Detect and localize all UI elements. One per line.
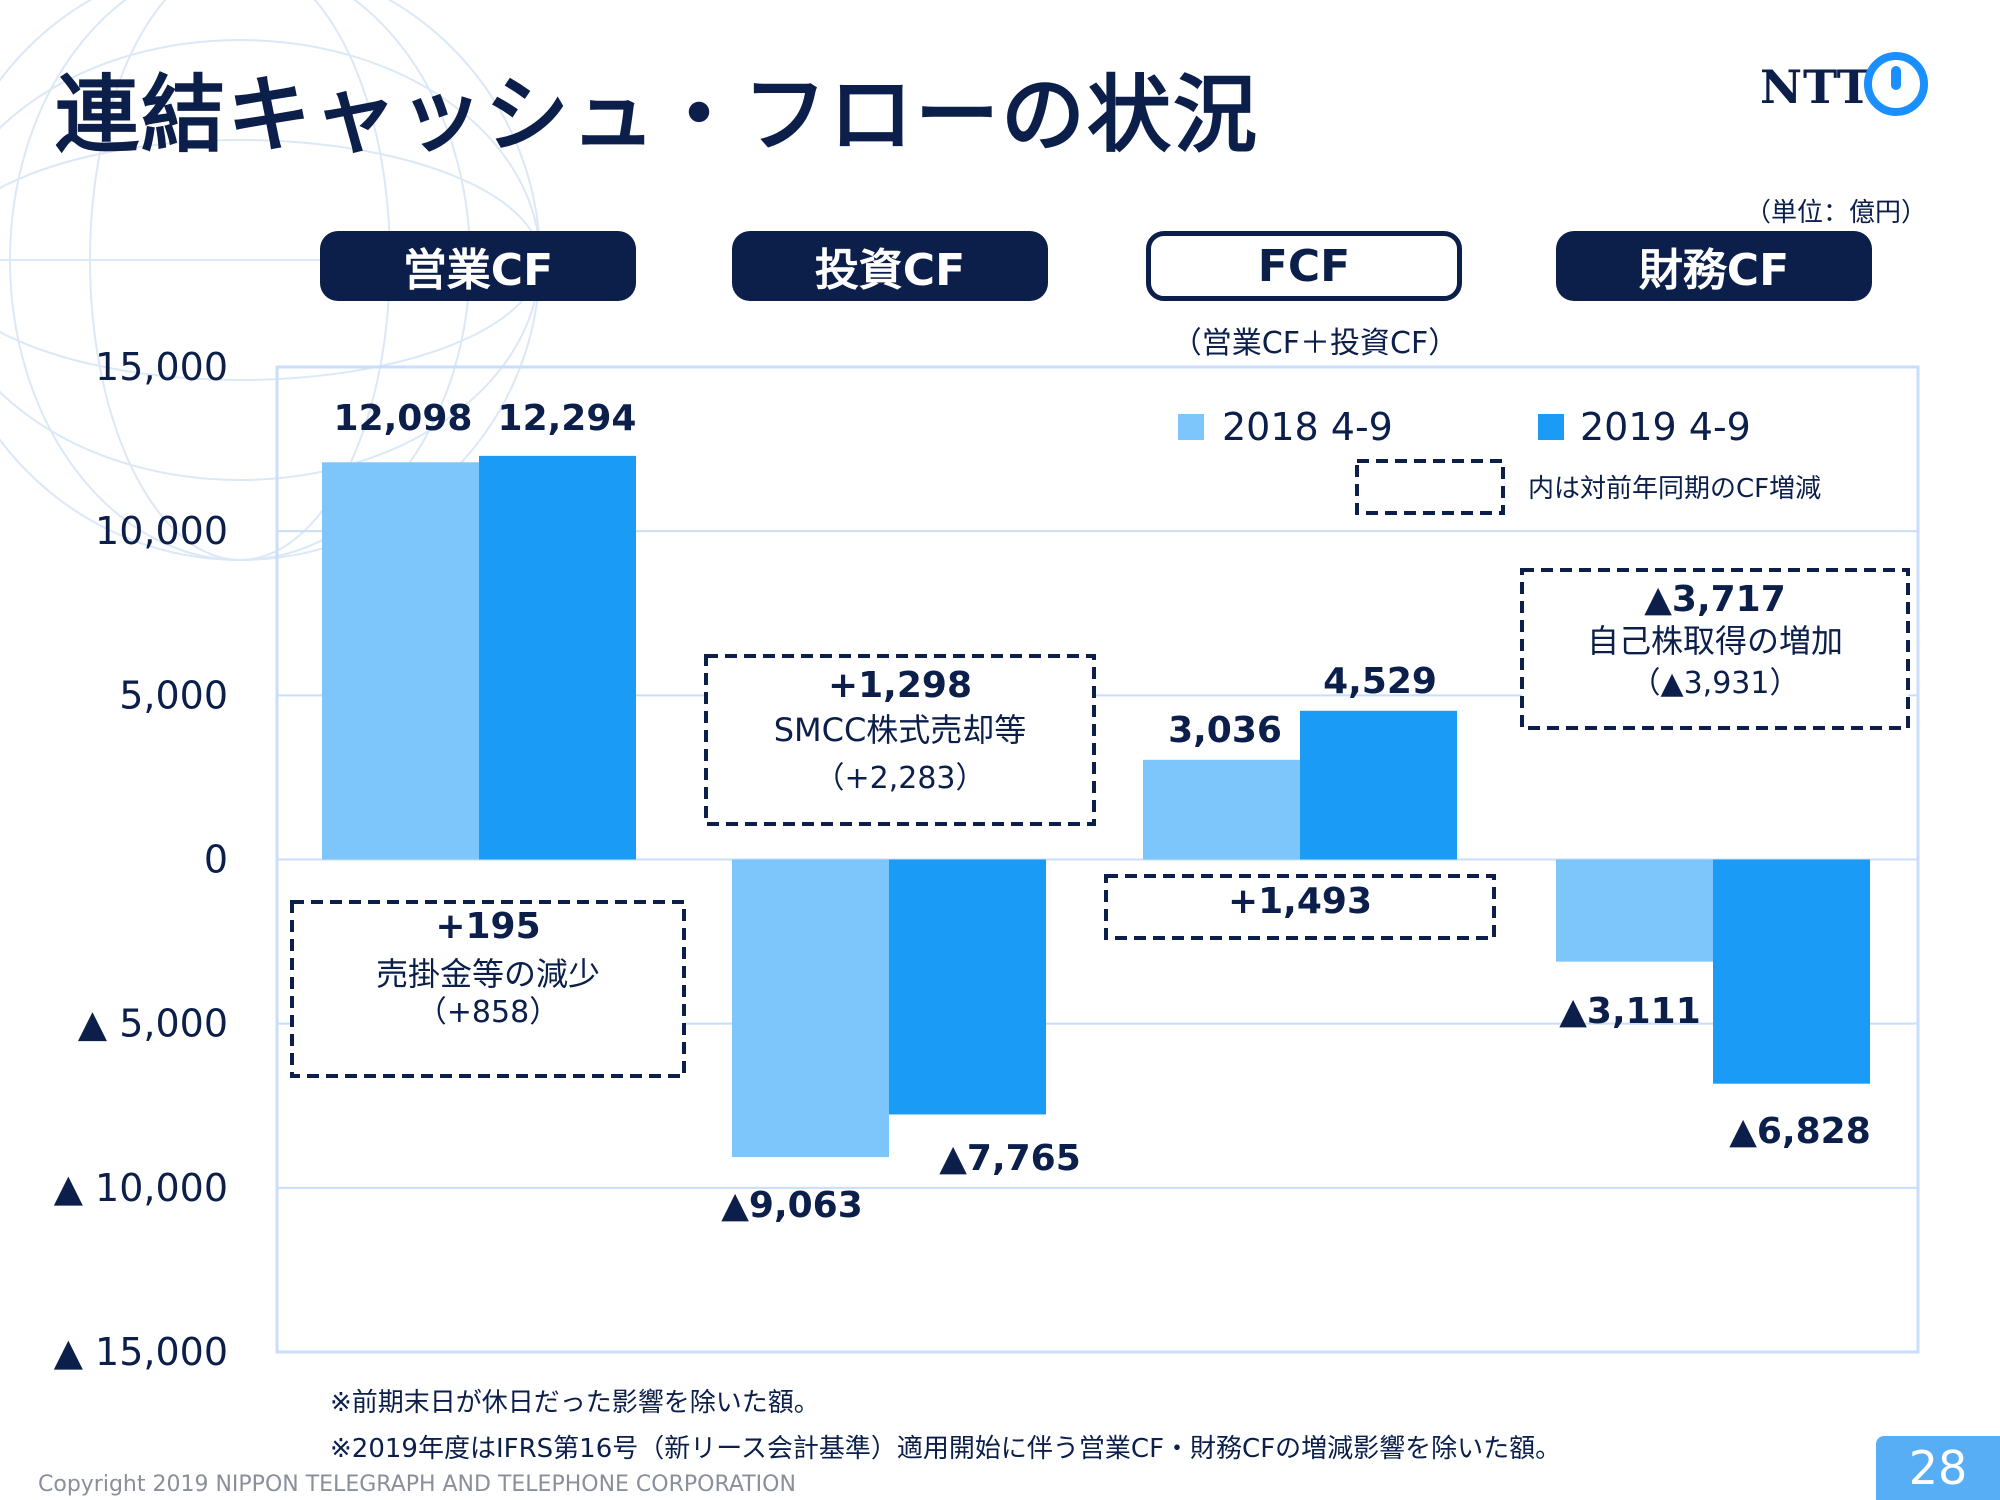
bar xyxy=(1713,859,1870,1084)
data-label: 12,098 xyxy=(334,398,473,439)
y-tick-label: 10,000 xyxy=(95,509,228,553)
callout-text: （+858） xyxy=(417,995,559,1030)
callout-text: 自己株取得の増加 xyxy=(1587,622,1843,660)
data-label: ▲3,111 xyxy=(1559,991,1701,1032)
data-label: ▲6,828 xyxy=(1729,1111,1871,1152)
copyright: Copyright 2019 NIPPON TELEGRAPH AND TELE… xyxy=(38,1472,796,1497)
bar xyxy=(732,859,889,1158)
data-label: 12,294 xyxy=(498,398,637,439)
footnote-2: ※2019年度はIFRS第16号（新リース会計基準）適用開始に伴う営業CF・財務… xyxy=(330,1434,1562,1464)
footnote-1: ※前期末日が休日だった影響を除いた額。 xyxy=(330,1388,820,1418)
legend-label-2019: 2019 4-9 xyxy=(1580,405,1751,449)
callout-text: +1,493 xyxy=(1228,881,1372,922)
legend-dashed-box xyxy=(1355,459,1505,515)
fcf-subtitle: （営業CF＋投資CF） xyxy=(1171,326,1459,361)
bar xyxy=(322,462,479,860)
unit-label: （単位：億円） xyxy=(1745,198,1928,228)
category-pill-investing: 投資CF xyxy=(732,231,1048,301)
y-tick-label: ▲ 15,000 xyxy=(54,1330,228,1374)
data-label: 4,529 xyxy=(1323,661,1437,702)
y-tick-label: ▲ 5,000 xyxy=(78,1002,228,1046)
logo-text: NTT xyxy=(1760,60,1872,114)
bar xyxy=(1143,759,1300,860)
y-tick-label: 5,000 xyxy=(119,673,228,717)
y-tick-label: ▲ 10,000 xyxy=(54,1166,228,1210)
category-pill-operating: 営業CF xyxy=(320,231,636,301)
data-label: 3,036 xyxy=(1168,710,1282,751)
legend-swatch-2018 xyxy=(1178,414,1204,440)
callout-text: （+2,283） xyxy=(814,761,985,796)
callout-box xyxy=(704,654,1096,826)
ntt-logo-mark-icon xyxy=(1864,52,1928,116)
bar xyxy=(1300,710,1457,860)
callout-text: +1,298 xyxy=(828,665,972,706)
cash-flow-bar-chart: 15,000 10,000 5,000 0 ▲ 5,000 ▲ 10,000 ▲ 15,00… xyxy=(54,345,1920,1374)
legend-label-2018: 2018 4-9 xyxy=(1222,405,1393,449)
category-pill-fcf: FCF xyxy=(1146,231,1462,301)
data-label: ▲7,765 xyxy=(939,1138,1081,1179)
data-label: ▲9,063 xyxy=(721,1185,863,1226)
callout-text: +195 xyxy=(435,906,540,947)
callout-text: SMCC株式売却等 xyxy=(774,711,1027,749)
ntt-logo: NTT xyxy=(1760,52,1960,122)
y-tick-label: 15,000 xyxy=(95,345,228,389)
callout-text: ▲3,717 xyxy=(1644,579,1786,620)
legend-swatch-2019 xyxy=(1538,414,1564,440)
callout-text: （▲3,931） xyxy=(1631,666,1800,701)
callout-box xyxy=(1104,874,1496,940)
callout-box xyxy=(1520,568,1910,730)
bar xyxy=(889,859,1046,1115)
y-tick-label: 0 xyxy=(204,838,228,882)
category-pill-financing: 財務CF xyxy=(1556,231,1872,301)
callout-text: 売掛金等の減少 xyxy=(376,955,600,993)
bar xyxy=(479,455,636,860)
legend-dashed-note: 内は対前年同期のCF増減 xyxy=(1528,474,1821,504)
bar xyxy=(1556,859,1713,962)
page-title: 連結キャッシュ・フローの状況 xyxy=(55,66,1260,164)
callout-box xyxy=(290,900,686,1078)
page-number: 28 xyxy=(1876,1436,2000,1500)
